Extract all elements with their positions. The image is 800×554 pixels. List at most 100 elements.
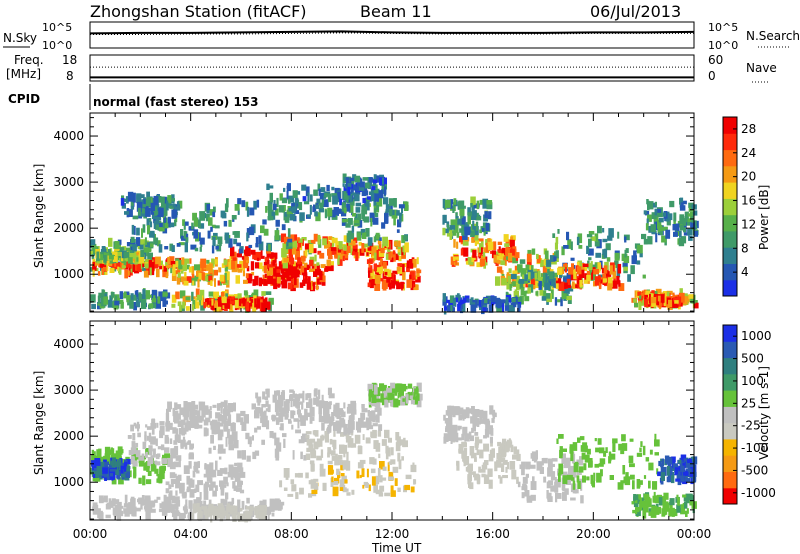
data-cell (337, 257, 343, 266)
data-cell (448, 409, 454, 414)
data-cell (322, 238, 327, 246)
data-cell (490, 428, 494, 436)
data-cell (145, 247, 151, 253)
data-cell (394, 478, 398, 486)
data-cell (141, 228, 143, 238)
data-cell (583, 279, 588, 284)
data-cell (479, 199, 485, 205)
data-cell (166, 425, 173, 430)
data-cell (169, 503, 173, 513)
data-cell (336, 468, 340, 476)
data-cell (272, 398, 277, 403)
data-cell (240, 417, 244, 425)
data-cell (92, 454, 95, 460)
data-cell (523, 291, 527, 297)
data-cell (206, 204, 211, 211)
data-cell (679, 214, 685, 224)
data-cell (462, 411, 466, 420)
data-cell (153, 195, 159, 206)
data-cell (415, 275, 421, 283)
data-cell (516, 283, 520, 291)
data-cell (694, 302, 699, 309)
data-cell (334, 477, 340, 484)
data-cell (263, 261, 267, 266)
data-cell (483, 443, 490, 452)
data-cell (648, 480, 651, 489)
data-cell (402, 398, 405, 402)
data-cell (336, 245, 340, 250)
data-cell (629, 438, 634, 442)
data-cell (379, 383, 385, 392)
data-cell (162, 226, 168, 234)
data-cell (374, 193, 379, 202)
data-cell (662, 501, 669, 511)
data-cell (269, 252, 274, 259)
data-cell (377, 467, 381, 478)
data-cell (457, 218, 463, 225)
data-cell (121, 265, 126, 269)
data-cell (514, 252, 520, 259)
data-cell (254, 298, 261, 308)
data-cell (189, 489, 195, 498)
data-cell (362, 177, 368, 181)
data-cell (685, 510, 688, 517)
data-cell (319, 270, 323, 281)
data-cell (234, 204, 240, 211)
data-cell (346, 492, 351, 496)
data-cell (223, 220, 228, 227)
data-cell (233, 485, 238, 491)
data-cell (163, 222, 169, 229)
data-cell (103, 252, 110, 261)
data-cell (388, 461, 392, 465)
data-cell (521, 492, 525, 499)
data-cell (208, 499, 212, 505)
data-cell (314, 254, 317, 262)
data-cell (217, 280, 222, 286)
data-cell (368, 389, 373, 394)
data-cell (246, 497, 250, 504)
data-cell (533, 278, 539, 288)
data-cell (185, 296, 191, 301)
data-cell (677, 296, 682, 305)
data-cell (170, 449, 177, 459)
data-cell (588, 238, 592, 248)
data-cell (331, 237, 338, 244)
data-cell (227, 421, 231, 426)
data-cell (272, 500, 278, 505)
data-cell (269, 431, 274, 438)
data-cell (208, 217, 213, 226)
data-cell (446, 423, 450, 432)
data-cell (171, 245, 175, 252)
data-cell (224, 512, 228, 516)
data-cell (193, 229, 199, 239)
data-cell (90, 250, 94, 255)
data-cell (296, 409, 301, 415)
data-cell (577, 277, 582, 282)
data-cell (453, 198, 457, 205)
data-cell (146, 468, 150, 472)
data-cell (449, 295, 455, 303)
data-cell (318, 400, 325, 409)
data-cell (381, 222, 386, 229)
data-cell (666, 476, 670, 483)
data-cell (188, 226, 193, 230)
data-cell (680, 507, 686, 515)
data-cell (132, 433, 136, 441)
data-cell (196, 294, 202, 301)
data-cell (545, 293, 551, 299)
data-cell (283, 205, 286, 211)
data-cell (242, 258, 246, 267)
data-cell (283, 468, 290, 478)
data-cell (304, 408, 308, 418)
data-cell (496, 453, 500, 459)
data-cell (338, 241, 343, 250)
data-cell (367, 237, 373, 246)
data-cell (566, 296, 572, 301)
data-cell (453, 224, 459, 233)
data-cell (177, 474, 182, 481)
data-cell (91, 460, 97, 465)
data-cell (384, 214, 389, 224)
data-cell (384, 186, 387, 196)
data-cell (502, 475, 508, 479)
data-cell (139, 244, 144, 250)
